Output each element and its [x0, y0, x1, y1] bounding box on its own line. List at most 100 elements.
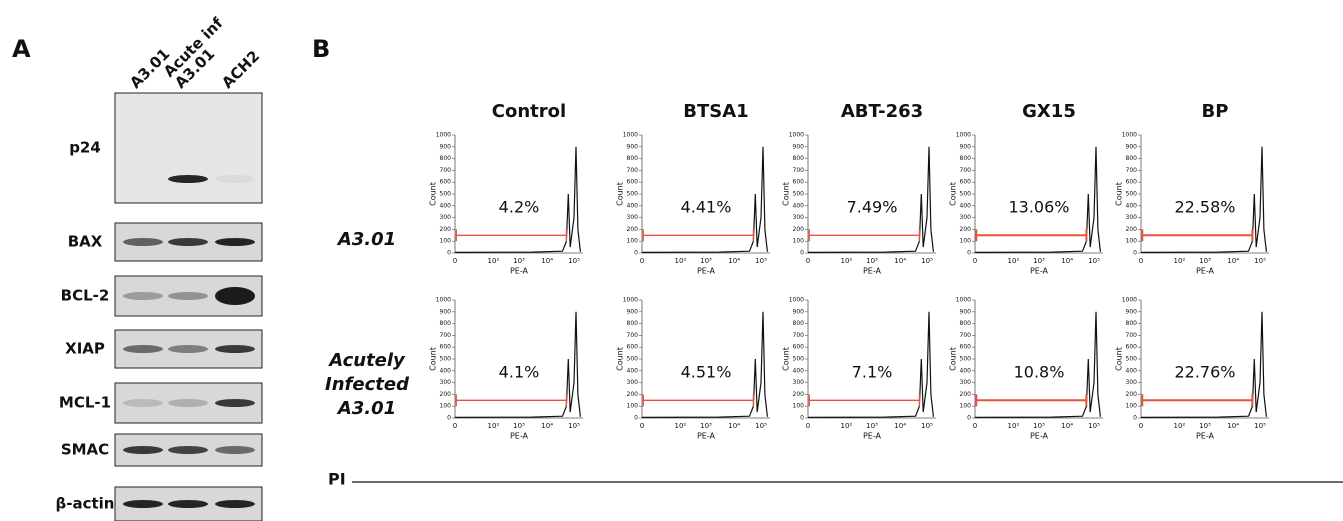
y-tick-label: 0 — [447, 250, 451, 257]
x-tick-label: 0 — [806, 422, 810, 430]
x-axis-label: PE-A — [1030, 432, 1049, 441]
y-tick-label: 400 — [627, 202, 639, 209]
y-tick-label: 100 — [1126, 238, 1138, 245]
y-tick-label: 900 — [793, 143, 805, 150]
x-tick-label: 10³ — [866, 422, 878, 430]
x-axis-label: PE-A — [1030, 267, 1049, 276]
x-tick-label: 10⁵ — [568, 257, 580, 265]
y-tick-label: 200 — [960, 226, 972, 233]
x-tick-label: 10⁵ — [568, 422, 580, 430]
x-tick-label: 10⁵ — [921, 422, 933, 430]
x-tick-label: 0 — [453, 422, 457, 430]
y-tick-label: 800 — [627, 320, 639, 327]
row-label: Acutely — [327, 350, 406, 371]
y-tick-label: 900 — [1126, 308, 1138, 315]
y-tick-label: 100 — [440, 403, 452, 410]
x-tick-label: 10⁵ — [1254, 422, 1266, 430]
y-tick-label: 900 — [440, 143, 452, 150]
y-tick-label: 1000 — [789, 297, 804, 304]
y-tick-label: 1000 — [789, 132, 804, 139]
y-tick-label: 900 — [960, 143, 972, 150]
y-tick-label: 600 — [793, 344, 805, 351]
blot-label: BAX — [68, 233, 103, 251]
y-tick-label: 300 — [627, 214, 639, 221]
gate-percentage: 4.51% — [681, 363, 732, 382]
blot-label: β-actin — [56, 495, 115, 513]
x-tick-label: 0 — [640, 257, 644, 265]
y-tick-label: 900 — [627, 143, 639, 150]
x-tick-label: 10⁴ — [894, 257, 906, 265]
y-tick-label: 400 — [627, 367, 639, 374]
x-axis-label: PE-A — [1196, 267, 1215, 276]
x-axis-label: PE-A — [510, 267, 529, 276]
x-tick-label: 10³ — [700, 422, 712, 430]
y-tick-label: 300 — [960, 379, 972, 386]
y-tick-label: 300 — [793, 379, 805, 386]
x-tick-label: 10² — [841, 422, 853, 430]
x-tick-label: 10³ — [513, 422, 525, 430]
x-tick-label: 10⁵ — [1088, 422, 1100, 430]
blot-band — [123, 399, 163, 407]
y-tick-label: 500 — [960, 356, 972, 363]
blot-label: XIAP — [65, 340, 105, 358]
y-tick-label: 500 — [627, 191, 639, 198]
y-tick-label: 400 — [1126, 202, 1138, 209]
blot-band — [215, 175, 255, 183]
blot-label: SMAC — [61, 441, 109, 459]
y-tick-label: 1000 — [436, 297, 451, 304]
y-axis-label: Count — [429, 182, 438, 206]
x-tick-label: 0 — [973, 422, 977, 430]
y-tick-label: 200 — [1126, 391, 1138, 398]
y-tick-label: 600 — [793, 179, 805, 186]
y-tick-label: 300 — [1126, 214, 1138, 221]
x-tick-label: 10² — [1174, 422, 1186, 430]
y-axis-label: Count — [949, 347, 958, 371]
y-tick-label: 100 — [793, 238, 805, 245]
y-tick-label: 600 — [627, 344, 639, 351]
blot-band — [123, 500, 163, 508]
x-tick-label: 10³ — [513, 257, 525, 265]
y-tick-label: 800 — [960, 155, 972, 162]
x-tick-label: 10² — [1174, 257, 1186, 265]
x-axis-label: PE-A — [697, 267, 716, 276]
y-tick-label: 600 — [440, 344, 452, 351]
gate-percentage: 4.41% — [681, 198, 732, 217]
x-tick-label: 0 — [1139, 422, 1143, 430]
blot-band — [168, 399, 208, 407]
x-axis-label: PE-A — [863, 267, 882, 276]
y-tick-label: 200 — [793, 226, 805, 233]
y-tick-label: 0 — [1133, 250, 1137, 257]
blot-label: MCL-1 — [59, 394, 111, 412]
y-tick-label: 800 — [1126, 155, 1138, 162]
y-tick-label: 200 — [960, 391, 972, 398]
y-tick-label: 100 — [960, 403, 972, 410]
blot-band — [215, 238, 255, 246]
y-tick-label: 700 — [960, 167, 972, 174]
blot-band — [123, 446, 163, 454]
y-axis-label: Count — [616, 347, 625, 371]
blot-band — [168, 345, 208, 353]
gate-percentage: 10.8% — [1014, 363, 1065, 382]
gate-percentage: 7.49% — [847, 198, 898, 217]
blot-band — [215, 446, 255, 454]
y-tick-label: 300 — [793, 214, 805, 221]
y-tick-label: 500 — [793, 356, 805, 363]
column-header: BTSA1 — [683, 101, 748, 122]
y-tick-label: 200 — [1126, 226, 1138, 233]
y-tick-label: 0 — [967, 250, 971, 257]
y-tick-label: 700 — [440, 167, 452, 174]
y-tick-label: 200 — [440, 391, 452, 398]
y-tick-label: 300 — [960, 214, 972, 221]
y-tick-label: 500 — [1126, 356, 1138, 363]
lane-label-line: ACH2 — [218, 47, 263, 92]
y-tick-label: 100 — [1126, 403, 1138, 410]
row-label: A3.01 — [336, 398, 396, 419]
y-tick-label: 300 — [627, 379, 639, 386]
y-axis-label: Count — [616, 182, 625, 206]
blot-band — [123, 238, 163, 246]
y-tick-label: 900 — [627, 308, 639, 315]
y-tick-label: 700 — [627, 167, 639, 174]
y-tick-label: 300 — [440, 214, 452, 221]
y-tick-label: 400 — [793, 367, 805, 374]
y-tick-label: 1000 — [436, 132, 451, 139]
